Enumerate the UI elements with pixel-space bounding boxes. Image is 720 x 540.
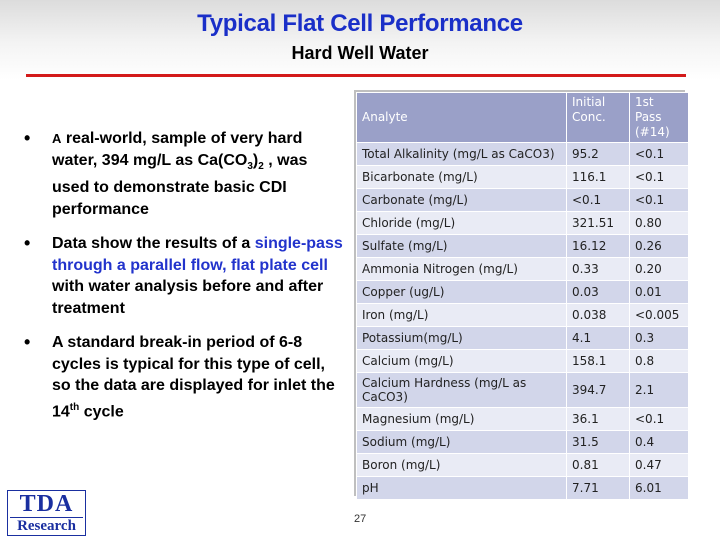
slide-subtitle: Hard Well Water — [291, 43, 429, 63]
initial-cell: 116.1 — [566, 165, 630, 189]
title-divider — [26, 74, 686, 77]
tda-research-logo: TDA Research — [7, 490, 86, 536]
table-header-row: Analyte Initial Conc. 1st Pass (#14) — [356, 92, 689, 143]
table-row: Copper (ug/L) 0.03 0.01 — [356, 280, 689, 304]
table-row: Total Alkalinity (mg/L as CaCO3) 95.2 <0.1 — [356, 142, 689, 166]
bullet-text: ) — [252, 151, 259, 169]
bullet-text: cycle — [79, 403, 124, 421]
initial-cell: 31.5 — [566, 430, 630, 454]
table-row: Boron (mg/L) 0.81 0.47 — [356, 453, 689, 477]
pass-cell: 0.20 — [629, 257, 689, 281]
initial-cell: 394.7 — [566, 372, 630, 408]
initial-cell: <0.1 — [566, 188, 630, 212]
analyte-cell: Ammonia Nitrogen (mg/L) — [356, 257, 567, 281]
analyte-cell: Sodium (mg/L) — [356, 430, 567, 454]
bullet-dot-icon: • — [24, 233, 31, 254]
bullet-list: • A real-world, sample of very hard wate… — [22, 128, 347, 436]
pass-cell: 0.47 — [629, 453, 689, 477]
analyte-cell: Magnesium (mg/L) — [356, 407, 567, 431]
initial-cell: 0.03 — [566, 280, 630, 304]
initial-cell: 0.038 — [566, 303, 630, 327]
bullet-text: , was used to demonstrate basic CDI perf… — [52, 151, 308, 218]
pass-cell: 6.01 — [629, 476, 689, 500]
pass-cell: 0.4 — [629, 430, 689, 454]
analyte-cell: Boron (mg/L) — [356, 453, 567, 477]
initial-cell: 321.51 — [566, 211, 630, 235]
bullet-highlight: single-pass through a parallel flow, fla… — [52, 235, 343, 274]
initial-cell: 95.2 — [566, 142, 630, 166]
header-first-pass: 1st Pass (#14) — [629, 92, 689, 143]
bullet-dot-icon: • — [24, 128, 31, 148]
bullet-item: • Data show the results of a single-pass… — [22, 233, 347, 319]
initial-cell: 16.12 — [566, 234, 630, 258]
analyte-cell: Carbonate (mg/L) — [356, 188, 567, 212]
table-row: Sulfate (mg/L) 16.12 0.26 — [356, 234, 689, 258]
logo-bottom-text: Research — [10, 517, 83, 534]
superscript: th — [69, 401, 80, 413]
header-analyte: Analyte — [356, 92, 567, 143]
table-row: Magnesium (mg/L) 36.1 <0.1 — [356, 407, 689, 431]
pass-cell: 2.1 — [629, 372, 689, 408]
analyte-cell: Total Alkalinity (mg/L as CaCO3) — [356, 142, 567, 166]
pass-cell: 0.80 — [629, 211, 689, 235]
table-row: Carbonate (mg/L) <0.1 <0.1 — [356, 188, 689, 212]
logo-top-text: TDA — [19, 491, 74, 517]
slide-title: Typical Flat Cell Performance — [197, 10, 523, 37]
water-analysis-table: Analyte Initial Conc. 1st Pass (#14) Tot… — [356, 92, 689, 500]
initial-cell: 0.33 — [566, 257, 630, 281]
header-band — [0, 0, 720, 80]
pass-cell: 0.8 — [629, 349, 689, 373]
analyte-cell: Iron (mg/L) — [356, 303, 567, 327]
table-row: Calcium Hardness (mg/L as CaCO3) 394.7 2.1 — [356, 372, 689, 408]
table-row: Bicarbonate (mg/L) 116.1 <0.1 — [356, 165, 689, 189]
bullet-item: • A standard break-in period of 6-8 cycl… — [22, 332, 347, 422]
subscript: 3 — [247, 160, 253, 172]
initial-cell: 4.1 — [566, 326, 630, 350]
bullet-text: A — [52, 131, 62, 146]
table-row: Sodium (mg/L) 31.5 0.4 — [356, 430, 689, 454]
analyte-cell: Calcium (mg/L) — [356, 349, 567, 373]
subscript: 2 — [258, 160, 264, 172]
analyte-cell: Bicarbonate (mg/L) — [356, 165, 567, 189]
pass-cell: <0.005 — [629, 303, 689, 327]
pass-cell: <0.1 — [629, 142, 689, 166]
pass-cell: <0.1 — [629, 188, 689, 212]
pass-cell: 0.01 — [629, 280, 689, 304]
analyte-cell: Copper (ug/L) — [356, 280, 567, 304]
bullet-text: with water analysis before and after tre… — [52, 278, 324, 317]
bullet-text: real-world, sample of very hard water, 3… — [52, 130, 303, 169]
analyte-cell: Calcium Hardness (mg/L as CaCO3) — [356, 372, 567, 408]
initial-cell: 7.71 — [566, 476, 630, 500]
bullet-text: A standard break-in period of 6-8 cycles… — [52, 334, 335, 421]
page-number: 27 — [354, 513, 367, 525]
pass-cell: <0.1 — [629, 407, 689, 431]
analyte-cell: Chloride (mg/L) — [356, 211, 567, 235]
pass-cell: 0.26 — [629, 234, 689, 258]
bullet-dot-icon: • — [24, 332, 31, 353]
analyte-cell: pH — [356, 476, 567, 500]
table-row: Calcium (mg/L) 158.1 0.8 — [356, 349, 689, 373]
initial-cell: 0.81 — [566, 453, 630, 477]
bullet-text: Data show the results of a — [52, 235, 255, 253]
table-row: pH 7.71 6.01 — [356, 476, 689, 500]
table-row: Iron (mg/L) 0.038 <0.005 — [356, 303, 689, 327]
analyte-cell: Sulfate (mg/L) — [356, 234, 567, 258]
initial-cell: 36.1 — [566, 407, 630, 431]
bullet-item: • A real-world, sample of very hard wate… — [22, 128, 347, 220]
table-row: Potassium(mg/L) 4.1 0.3 — [356, 326, 689, 350]
pass-cell: 0.3 — [629, 326, 689, 350]
table-row: Ammonia Nitrogen (mg/L) 0.33 0.20 — [356, 257, 689, 281]
pass-cell: <0.1 — [629, 165, 689, 189]
header-initial-conc: Initial Conc. — [566, 92, 630, 143]
analyte-cell: Potassium(mg/L) — [356, 326, 567, 350]
initial-cell: 158.1 — [566, 349, 630, 373]
table-row: Chloride (mg/L) 321.51 0.80 — [356, 211, 689, 235]
